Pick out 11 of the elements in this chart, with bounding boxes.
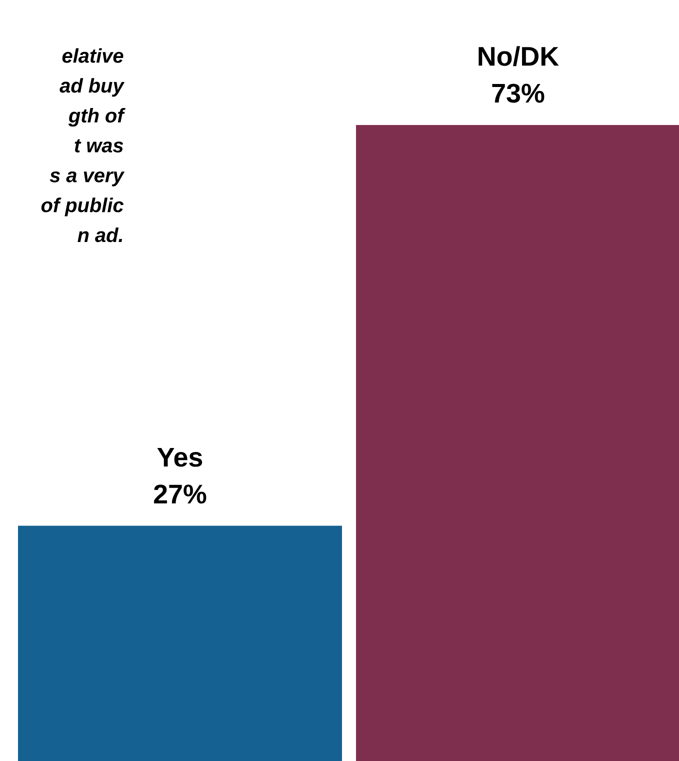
text: elative (62, 48, 124, 63)
data-label: 27% (154, 484, 206, 504)
x-tick-label: Yes (157, 448, 202, 467)
annotation: n ad. (78, 228, 122, 242)
annotation: of public (41, 198, 124, 216)
data-label: 73% (492, 84, 544, 103)
annotation: t was (74, 139, 124, 152)
annotation: s a very (50, 171, 125, 186)
text: ad buy (60, 78, 125, 97)
annotation: gth of (68, 108, 126, 127)
x-tick-label: No/DK (478, 46, 559, 66)
